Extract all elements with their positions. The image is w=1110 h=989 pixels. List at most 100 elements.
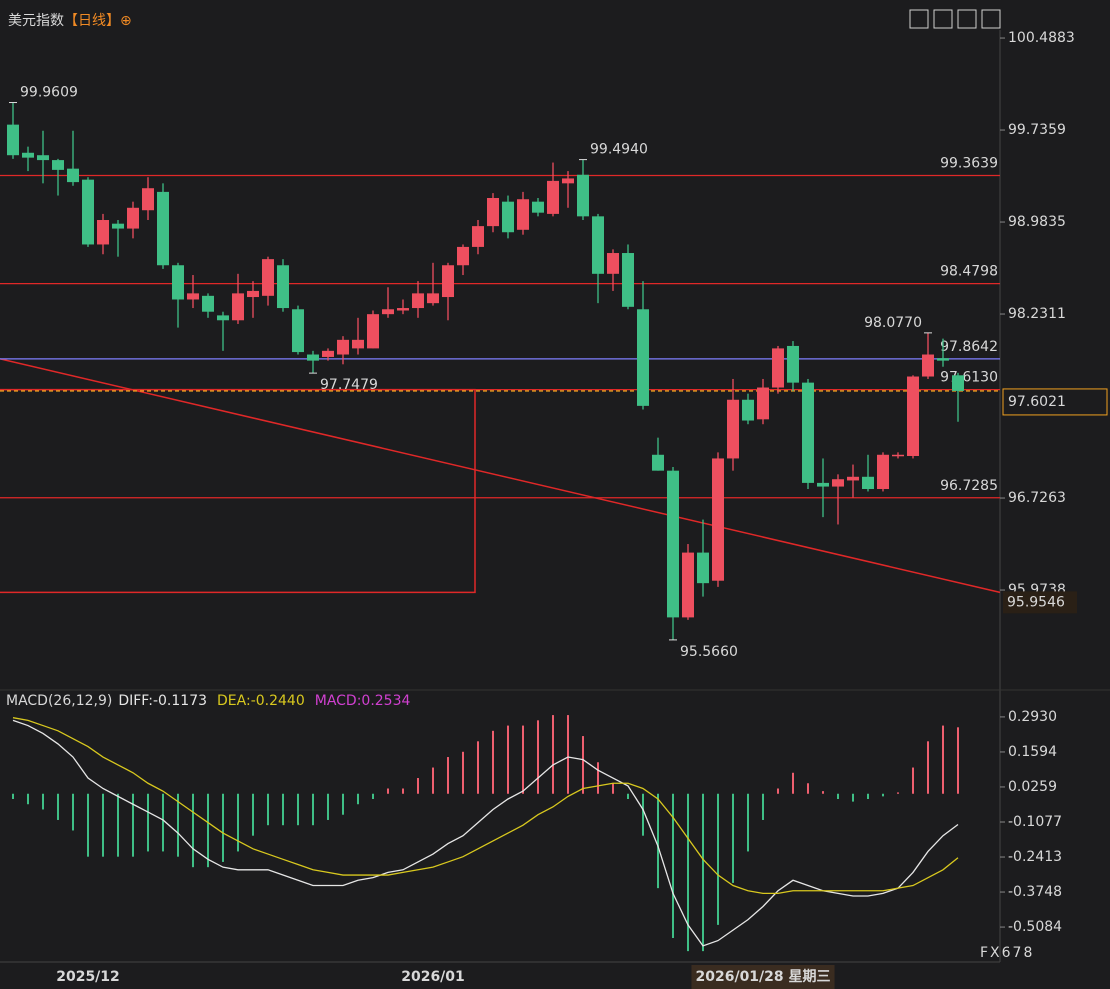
candle-body xyxy=(52,160,64,170)
candle-body xyxy=(547,180,559,214)
y-tick-label: -0.3748 xyxy=(1008,884,1062,900)
candle-body xyxy=(712,458,724,581)
candle-body xyxy=(502,201,514,233)
candle-body xyxy=(667,470,679,618)
y-tick-label: 98.2311 xyxy=(1008,306,1066,322)
y-tick-label: 0.0259 xyxy=(1008,779,1057,795)
candle-body xyxy=(577,174,589,217)
y-tick-label: 0.1594 xyxy=(1008,744,1057,760)
candle-body xyxy=(427,293,439,304)
y-tick-label: -0.2413 xyxy=(1008,849,1062,865)
y-tick-label: 0.2930 xyxy=(1008,709,1057,725)
diff-line xyxy=(12,719,959,947)
candle-body xyxy=(127,207,139,229)
level-label: 99.3639 xyxy=(940,156,998,172)
candle-body xyxy=(142,188,154,211)
candle-body xyxy=(697,552,709,584)
candle-body xyxy=(472,226,484,247)
toolbar xyxy=(909,9,1001,29)
candle-body xyxy=(67,168,79,183)
extreme-label: 97.7479 xyxy=(320,377,378,393)
candle-body xyxy=(517,199,529,230)
extreme-label: 95.5660 xyxy=(680,644,738,660)
y-tick-label: 99.7359 xyxy=(1008,122,1066,138)
candle-body xyxy=(622,253,634,307)
x-tick-label: 2026/01 xyxy=(401,969,465,985)
candle-body xyxy=(862,476,874,490)
candle-body xyxy=(457,246,469,266)
x-tick-label: 2026/01/28 星期三 xyxy=(695,969,830,985)
candle-body xyxy=(217,315,229,321)
candle-body xyxy=(292,309,304,353)
title: 美元指数 xyxy=(8,13,64,29)
extreme-label: 99.4940 xyxy=(590,142,648,158)
candle-body xyxy=(532,201,544,213)
candle-body xyxy=(877,454,889,490)
y-tick-label: 98.9835 xyxy=(1008,214,1066,230)
candle-body xyxy=(337,339,349,355)
macd-title: MACD(26,12,9) xyxy=(6,693,112,709)
macd-legend: MACD(26,12,9) DIFF:-0.1173 DEA:-0.2440 MACD… xyxy=(6,693,410,709)
candle-body xyxy=(772,348,784,388)
trendline xyxy=(0,358,1001,594)
period: 【日线】 xyxy=(64,13,120,29)
candle-body xyxy=(397,308,409,311)
candle-body xyxy=(187,293,199,300)
toolbar-button[interactable] xyxy=(957,9,977,29)
legend-dea: DEA:-0.2440 xyxy=(217,693,305,709)
toolbar-button[interactable] xyxy=(933,9,953,29)
candle-body xyxy=(937,358,949,361)
box xyxy=(0,388,476,594)
candle-body xyxy=(562,178,574,184)
candle-body xyxy=(442,265,454,298)
trendline-label: 95.9546 xyxy=(1007,594,1065,610)
candle-body xyxy=(247,290,259,298)
candle-body xyxy=(157,191,169,266)
candle-body xyxy=(847,476,859,481)
x-tick-label: 2025/12 xyxy=(56,969,120,985)
candle-body xyxy=(307,354,319,361)
chart-header: 美元指数【日线】⊕ xyxy=(8,13,132,29)
candle-body xyxy=(37,155,49,161)
extreme-label: 99.9609 xyxy=(20,85,78,101)
candle-body xyxy=(262,259,274,296)
toolbar-button[interactable] xyxy=(981,9,1001,29)
candle-body xyxy=(892,454,904,457)
candle-body xyxy=(787,345,799,383)
candle-body xyxy=(727,399,739,459)
candle-body xyxy=(757,387,769,420)
candle-body xyxy=(952,375,964,391)
candle-body xyxy=(607,253,619,274)
candle-body xyxy=(7,124,19,156)
toolbar-button[interactable] xyxy=(909,9,929,29)
candle-body xyxy=(277,265,289,309)
legend-macd: MACD:0.2534 xyxy=(315,693,411,709)
candle-body xyxy=(412,293,424,309)
dea-line xyxy=(12,717,959,895)
level-label: 97.8642 xyxy=(940,339,998,355)
last-price-box xyxy=(1002,388,1108,416)
y-tick-label: -0.1077 xyxy=(1008,814,1062,830)
candle-body xyxy=(592,216,604,274)
icon[interactable]: ⊕ xyxy=(120,13,132,29)
candle-body xyxy=(202,295,214,312)
level-label: 97.6130 xyxy=(940,370,998,386)
candle-body xyxy=(802,382,814,483)
candle-body xyxy=(172,265,184,300)
candle-body xyxy=(382,309,394,315)
level-label: 98.4798 xyxy=(940,264,998,280)
watermark: FX678 xyxy=(980,945,1034,961)
candle-body xyxy=(637,309,649,406)
candle-body xyxy=(682,552,694,618)
y-tick-label: 96.7263 xyxy=(1008,490,1066,506)
candle-body xyxy=(907,376,919,456)
crosshair-date-box xyxy=(691,965,835,989)
level-label: 96.7285 xyxy=(940,478,998,494)
candle-body xyxy=(112,223,124,229)
extreme-label: 98.0770 xyxy=(864,315,922,331)
candle-body xyxy=(352,339,364,349)
candle-body xyxy=(22,152,34,158)
trendline-label-box xyxy=(1003,591,1077,614)
candle-body xyxy=(232,293,244,321)
